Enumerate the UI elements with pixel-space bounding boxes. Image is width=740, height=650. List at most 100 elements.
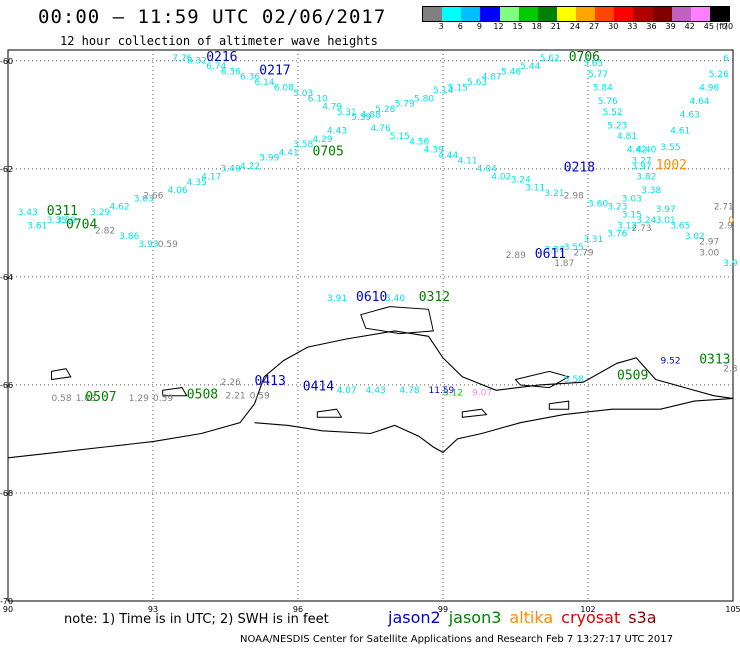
wave-height-label: 2.97 bbox=[699, 238, 719, 248]
colorbar-label: 9 bbox=[476, 22, 482, 31]
wave-height-label: 3.23 bbox=[607, 202, 627, 212]
pass-time-label: 0216 bbox=[206, 50, 237, 65]
pass-time-label: 0313 bbox=[699, 352, 730, 367]
legend-cryosat: cryosat bbox=[561, 608, 621, 627]
y-axis-label: -64 bbox=[0, 273, 13, 282]
wave-height-label: 5.28 bbox=[375, 105, 395, 115]
y-axis-label: -60 bbox=[0, 57, 13, 66]
island-outline bbox=[51, 368, 72, 381]
wave-height-label: 5.39 bbox=[351, 113, 371, 123]
legend-jason3: jason3 bbox=[448, 608, 502, 627]
wave-height-label: 3.76 bbox=[607, 229, 627, 239]
legend-s3a: s3a bbox=[628, 608, 657, 627]
colorbar-swatch bbox=[709, 7, 729, 21]
wave-height-label: 3.59 bbox=[56, 216, 76, 226]
pass-time-label: 0508 bbox=[187, 387, 218, 402]
colorbar-label: 12 bbox=[493, 22, 504, 31]
wave-height-label: 1.87 bbox=[554, 259, 574, 269]
island-outline bbox=[548, 400, 570, 410]
pass-time-label: 0311 bbox=[47, 204, 78, 219]
wave-height-label: 3.97 bbox=[632, 162, 652, 172]
wave-height-label: 3.99 bbox=[259, 154, 279, 164]
wave-height-label: 4.17 bbox=[201, 173, 221, 183]
wave-height-label: 3.27 bbox=[632, 156, 652, 166]
wave-height-label: 5.52 bbox=[603, 108, 623, 118]
pass-time-label: 0312 bbox=[419, 290, 450, 305]
colorbar-swatch bbox=[556, 7, 576, 21]
wave-height-label: 6.36 bbox=[240, 73, 260, 83]
wave-height-label: 4.61 bbox=[670, 127, 690, 137]
wave-height-label: 2.89 bbox=[506, 251, 526, 261]
wave-height-label: 5.58 bbox=[564, 375, 584, 385]
wave-height-label: 3.35 bbox=[47, 216, 67, 226]
wave-height-label: 6.36 bbox=[221, 67, 241, 77]
wave-height-label: 5.80 bbox=[414, 94, 434, 104]
wave-height-label: 4.06 bbox=[168, 186, 188, 196]
wave-height-label: 3.93 bbox=[139, 240, 159, 250]
wave-height-label: 7.76 bbox=[172, 54, 192, 64]
x-axis-label: 102 bbox=[580, 605, 595, 614]
wave-height-label: 3.02 bbox=[685, 232, 705, 242]
wave-height-label: 3.15 bbox=[622, 211, 642, 221]
colorbar-label: 30 bbox=[608, 22, 619, 31]
colorbar-swatch bbox=[633, 7, 653, 21]
wave-height-label: 4.04 bbox=[477, 165, 497, 175]
wave-height-label: 5.63 bbox=[467, 78, 487, 88]
wave-height-label: 3.82 bbox=[636, 173, 656, 183]
island-outline bbox=[360, 306, 434, 335]
colorbar-swatch bbox=[499, 7, 519, 21]
x-axis-label: 90 bbox=[3, 605, 13, 614]
wave-height-label: 4.96 bbox=[699, 84, 719, 94]
wave-height-label: 0.59 bbox=[250, 391, 270, 401]
map-frame bbox=[7, 49, 734, 602]
wave-height-label: 4.11 bbox=[458, 156, 478, 166]
wave-height-label: 4.56 bbox=[409, 138, 429, 148]
wave-height-label: 4.42 bbox=[627, 146, 647, 156]
wave-height-label: 6.10 bbox=[308, 94, 328, 104]
wave-height-label: 4.35 bbox=[187, 178, 207, 188]
wave-height-label: 4.39 bbox=[424, 146, 444, 156]
footnote: note: 1) Time is in UTC; 2) SWH is in fe… bbox=[64, 612, 329, 627]
wave-height-label: 4.44 bbox=[438, 151, 458, 161]
wave-height-label: 5.46 bbox=[501, 67, 521, 77]
pass-time-label: 0413 bbox=[255, 374, 286, 389]
wave-height-label: 5.77 bbox=[588, 70, 608, 80]
wave-height-label: 4.87 bbox=[482, 73, 502, 83]
wave-height-label: 9.07 bbox=[472, 389, 492, 399]
ice-shelf-edge bbox=[254, 397, 734, 454]
wave-height-label: 0.58 bbox=[52, 394, 72, 404]
wave-height-label: 3.55 bbox=[564, 243, 584, 253]
y-axis-label: -70 bbox=[0, 597, 13, 606]
wave-height-label: 4.43 bbox=[327, 127, 347, 137]
wave-height-label: 3.03 bbox=[622, 194, 642, 204]
colorbar bbox=[422, 6, 730, 22]
wave-height-label: 3.43 bbox=[18, 208, 38, 218]
wave-height-label: 3.31 bbox=[583, 235, 603, 245]
wave-height-label: 3.03 bbox=[134, 194, 154, 204]
colorbar-swatch bbox=[690, 7, 710, 21]
wave-height-label: 4.62 bbox=[110, 202, 130, 212]
pass-time-label: 0217 bbox=[259, 63, 290, 78]
colorbar-swatch bbox=[595, 7, 615, 21]
wave-height-label: 4.22 bbox=[240, 162, 260, 172]
wave-height-label: 5.03 bbox=[293, 89, 313, 99]
wave-height-label: 5.79 bbox=[395, 100, 415, 110]
wave-height-label: 3.61 bbox=[27, 221, 47, 231]
wave-height-label: 2.71 bbox=[714, 202, 734, 212]
wave-height-label: 6.74 bbox=[206, 62, 226, 72]
wave-height-label: 4.63 bbox=[680, 111, 700, 121]
colorbar-swatch bbox=[442, 7, 462, 21]
wave-height-label: 5.62 bbox=[540, 54, 560, 64]
map-subtitle: 12 hour collection of altimeter wave hei… bbox=[60, 34, 378, 48]
wave-height-label: 5.26 bbox=[709, 70, 729, 80]
colorbar-label: 39 bbox=[665, 22, 676, 31]
pass-time-label: 0218 bbox=[564, 161, 595, 176]
wave-height-label: 0.59 bbox=[153, 394, 173, 404]
colorbar-swatch bbox=[537, 7, 557, 21]
wave-height-label: 5.31 bbox=[337, 108, 357, 118]
wave-height-label: 5.84 bbox=[593, 84, 613, 94]
colorbar-label: 45 bbox=[703, 22, 714, 31]
wave-height-label: 2.3 bbox=[723, 364, 737, 374]
wave-height-label: 5.65 bbox=[583, 59, 603, 69]
wave-height-label: 2.66 bbox=[143, 192, 163, 202]
